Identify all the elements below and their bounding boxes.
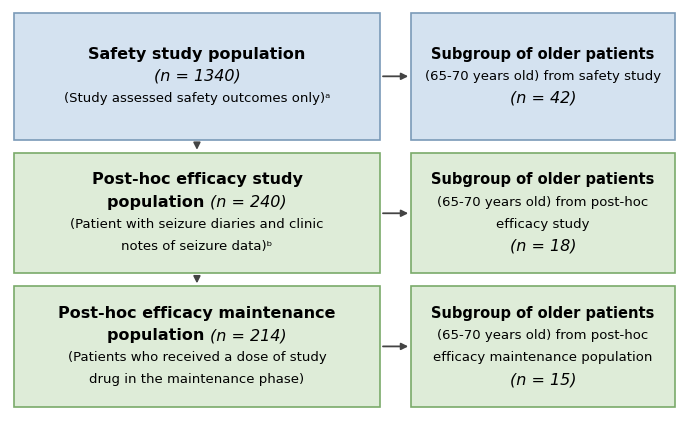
Text: drug in the maintenance phase): drug in the maintenance phase) — [89, 373, 305, 386]
Text: (65-70 years old) from safety study: (65-70 years old) from safety study — [425, 70, 661, 83]
Text: (n = 240): (n = 240) — [210, 195, 287, 209]
Text: population: population — [107, 328, 210, 343]
Text: efficacy maintenance population: efficacy maintenance population — [433, 351, 653, 364]
FancyBboxPatch shape — [14, 153, 380, 273]
Text: population: population — [107, 195, 210, 209]
Text: (Patients who received a dose of study: (Patients who received a dose of study — [68, 351, 326, 364]
Text: (n = 15): (n = 15) — [510, 372, 576, 387]
Text: Subgroup of older patients: Subgroup of older patients — [431, 306, 655, 321]
Text: (Study assessed safety outcomes only)ᵃ: (Study assessed safety outcomes only)ᵃ — [64, 92, 330, 105]
Text: Post-hoc efficacy study: Post-hoc efficacy study — [92, 173, 302, 187]
Text: (65-70 years old) from post-hoc: (65-70 years old) from post-hoc — [437, 329, 649, 342]
FancyBboxPatch shape — [14, 13, 380, 140]
Text: (n = 214): (n = 214) — [0, 416, 77, 424]
Text: (n = 42): (n = 42) — [510, 91, 576, 106]
FancyBboxPatch shape — [411, 286, 675, 407]
Text: population: population — [0, 416, 103, 424]
Text: (n = 240): (n = 240) — [0, 416, 77, 424]
Text: Subgroup of older patients: Subgroup of older patients — [431, 173, 655, 187]
Text: (n = 1340): (n = 1340) — [153, 69, 240, 84]
Text: population: population — [0, 416, 103, 424]
Text: Subgroup of older patients: Subgroup of older patients — [431, 47, 655, 62]
FancyBboxPatch shape — [411, 153, 675, 273]
Text: (n = 214): (n = 214) — [210, 328, 287, 343]
Text: efficacy study: efficacy study — [496, 218, 590, 231]
FancyBboxPatch shape — [14, 286, 380, 407]
Text: (n = 18): (n = 18) — [510, 239, 576, 254]
Text: (65-70 years old) from post-hoc: (65-70 years old) from post-hoc — [437, 195, 649, 209]
Text: Safety study population: Safety study population — [88, 47, 306, 62]
Text: notes of seizure data)ᵇ: notes of seizure data)ᵇ — [121, 240, 273, 253]
FancyBboxPatch shape — [411, 13, 675, 140]
Text: (Patient with seizure diaries and clinic: (Patient with seizure diaries and clinic — [70, 218, 324, 231]
Text: Post-hoc efficacy maintenance: Post-hoc efficacy maintenance — [58, 306, 336, 321]
